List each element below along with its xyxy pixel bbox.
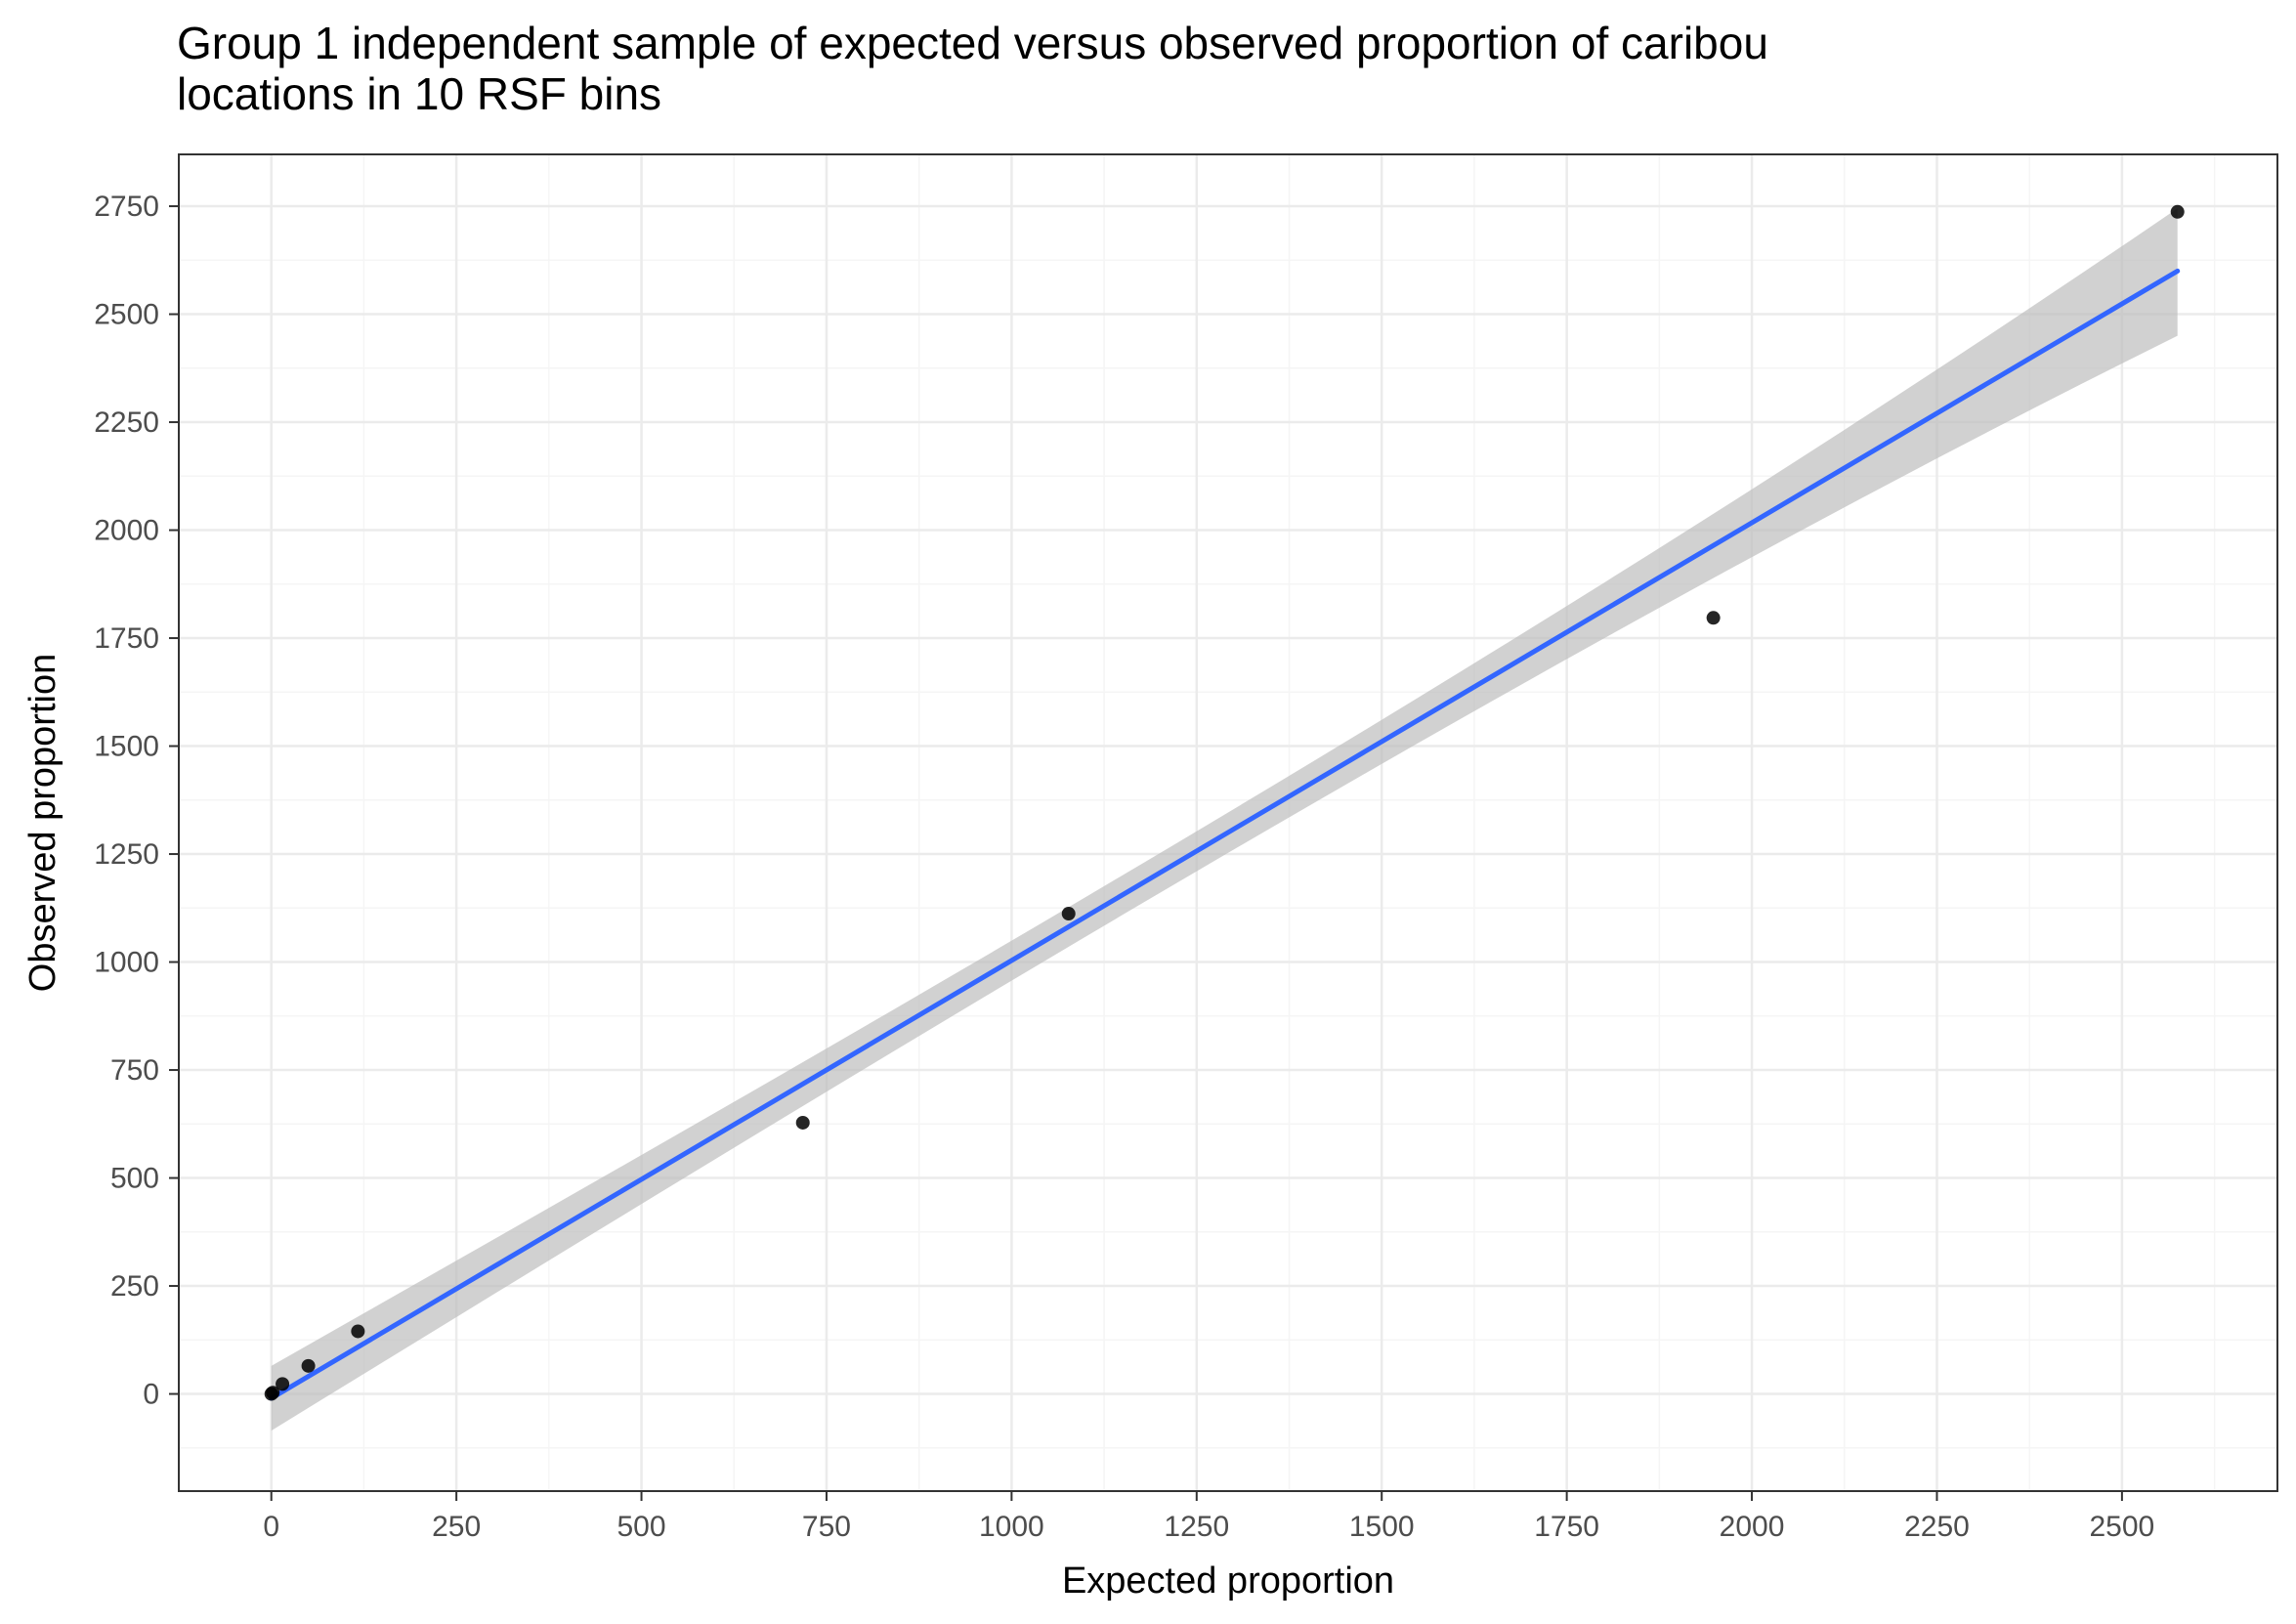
major-gridlines xyxy=(179,154,2277,1491)
y-tick-label: 1000 xyxy=(94,947,159,979)
y-tick-label: 1500 xyxy=(94,731,159,763)
x-tick-label: 250 xyxy=(432,1511,481,1543)
y-tick-label: 500 xyxy=(110,1163,159,1195)
confidence-band xyxy=(271,208,2178,1432)
panel-border xyxy=(178,153,2278,1492)
x-tick-label: 1750 xyxy=(1534,1511,1599,1543)
data-point xyxy=(1706,611,1721,625)
chart-title: Group 1 independent sample of expected v… xyxy=(177,18,2229,119)
data-point xyxy=(1061,907,1076,921)
fit-line xyxy=(269,268,2181,1401)
x-tick-label: 2000 xyxy=(1720,1511,1785,1543)
x-tick-label: 2250 xyxy=(1904,1511,1970,1543)
chart-title-line-1: Group 1 independent sample of expected v… xyxy=(177,18,1768,68)
confidence-band-layer xyxy=(271,208,2178,1432)
y-tick-label: 1750 xyxy=(94,622,159,655)
y-tick-label: 2250 xyxy=(94,406,159,439)
x-axis-ticks: 0 250 500 750 1000 1250 1500 1750 2000 2250 2500 xyxy=(263,1491,2154,1543)
fit-line-layer xyxy=(269,268,2181,1401)
points-layer xyxy=(264,204,2185,1401)
y-axis-title: Observed proportion xyxy=(22,654,64,992)
data-point xyxy=(351,1324,365,1339)
y-tick-label: 0 xyxy=(143,1379,159,1411)
data-point xyxy=(301,1358,316,1373)
y-tick-label: 2000 xyxy=(94,515,159,547)
y-tick-label: 2750 xyxy=(94,191,159,223)
y-tick-label: 250 xyxy=(110,1270,159,1303)
x-tick-label: 1000 xyxy=(979,1511,1044,1543)
x-tick-label: 1500 xyxy=(1349,1511,1415,1543)
data-point xyxy=(266,1386,280,1400)
data-point xyxy=(276,1377,290,1391)
x-tick-label: 750 xyxy=(802,1511,851,1543)
x-tick-label: 500 xyxy=(617,1511,666,1543)
chart-title-line-2: locations in 10 RSF bins xyxy=(177,68,662,119)
y-tick-label: 750 xyxy=(110,1054,159,1087)
data-point xyxy=(2170,204,2185,219)
x-tick-label: 0 xyxy=(263,1511,279,1543)
x-tick-label: 2500 xyxy=(2090,1511,2155,1543)
x-tick-label: 1250 xyxy=(1164,1511,1229,1543)
y-tick-label: 1250 xyxy=(94,838,159,871)
minor-gridlines xyxy=(178,154,2277,1491)
x-axis-title: Expected proportion xyxy=(1062,1560,1394,1602)
data-point xyxy=(795,1115,810,1130)
y-axis-ticks: 0 250 500 750 1000 1250 1500 1750 2000 2250 2500 27… xyxy=(94,191,179,1411)
y-tick-label: 2500 xyxy=(94,299,159,331)
